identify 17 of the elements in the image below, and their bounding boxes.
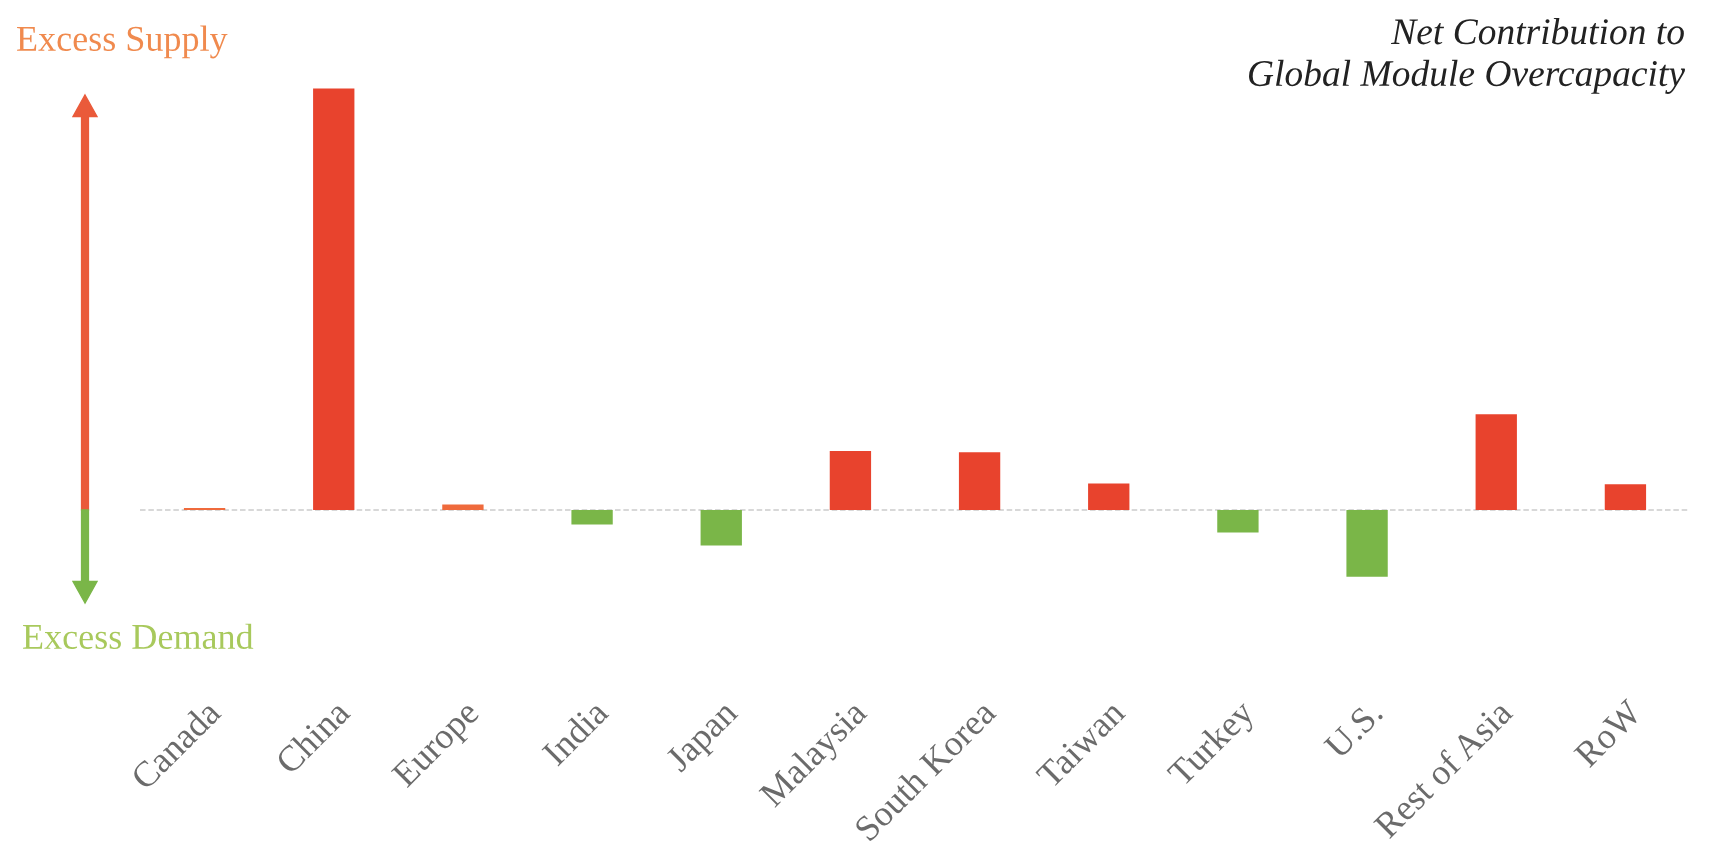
bar <box>700 510 742 546</box>
bar <box>1604 484 1647 511</box>
bar <box>571 510 613 525</box>
text: Excess Demand <box>23 623 254 650</box>
x-tick-label: U.S. <box>1323 699 1384 761</box>
bar <box>1088 483 1130 511</box>
chart-title: Net Contribution to Global Module Overcapacity <box>1249 18 1686 94</box>
bar <box>1217 510 1259 533</box>
bar <box>829 451 872 511</box>
x-tick-label: India <box>540 697 610 767</box>
bar <box>313 88 355 511</box>
text: Excess Supply <box>17 25 228 59</box>
bar <box>1475 414 1517 511</box>
bar <box>958 452 1001 511</box>
bar <box>183 507 226 511</box>
bar <box>1346 510 1388 577</box>
bar <box>442 504 484 511</box>
